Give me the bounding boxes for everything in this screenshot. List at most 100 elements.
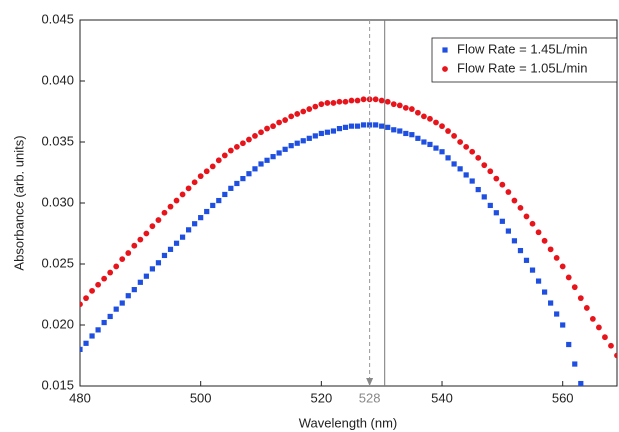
point <box>197 173 204 180</box>
point <box>288 113 295 120</box>
point <box>439 149 445 155</box>
point <box>517 247 524 254</box>
point <box>101 319 107 326</box>
point <box>83 340 89 346</box>
point <box>143 230 150 237</box>
point <box>445 155 451 161</box>
point <box>469 178 475 184</box>
point <box>457 166 463 172</box>
point <box>258 161 264 167</box>
point <box>487 168 494 175</box>
point <box>89 287 95 294</box>
point <box>487 202 493 209</box>
point <box>282 117 289 123</box>
point <box>505 189 512 195</box>
point <box>385 124 391 130</box>
point <box>186 227 192 233</box>
x-tick-label: 540 <box>431 390 453 405</box>
point <box>252 166 258 172</box>
point <box>149 266 156 272</box>
point <box>529 220 536 227</box>
point <box>403 130 409 137</box>
point <box>360 96 367 103</box>
point <box>566 341 572 348</box>
point <box>414 109 421 116</box>
point <box>119 300 125 306</box>
legend-box <box>431 37 618 83</box>
point <box>330 100 337 106</box>
y-tick-label: 0.035 <box>41 133 74 148</box>
point <box>378 97 385 104</box>
point <box>300 108 307 115</box>
point <box>505 228 511 234</box>
legend-label: Flow Rate = 1.45L/min <box>457 41 587 56</box>
point <box>246 171 252 177</box>
x-tick-label: 520 <box>310 390 332 405</box>
point <box>125 293 131 299</box>
point <box>427 141 433 148</box>
point <box>137 236 144 243</box>
point <box>523 257 530 263</box>
reference-arrow <box>366 378 374 386</box>
point <box>89 333 95 339</box>
point <box>402 104 409 111</box>
point <box>433 119 439 126</box>
point <box>221 152 228 159</box>
point <box>408 106 415 112</box>
point <box>421 139 427 145</box>
point <box>577 295 584 302</box>
point <box>451 161 457 167</box>
point <box>209 163 216 170</box>
point <box>390 101 397 108</box>
point <box>439 123 445 130</box>
point <box>560 322 566 328</box>
reference-label: 528 <box>359 390 381 405</box>
point <box>83 295 89 302</box>
y-tick-label: 0.015 <box>41 377 74 392</box>
point <box>324 129 330 135</box>
point <box>608 342 614 349</box>
point <box>571 284 578 291</box>
point <box>240 176 246 182</box>
point <box>318 101 325 108</box>
point <box>210 202 216 209</box>
point <box>107 269 114 276</box>
point <box>379 123 385 129</box>
point <box>572 361 578 367</box>
point <box>342 98 349 105</box>
point <box>222 191 228 198</box>
point <box>384 98 391 105</box>
point <box>372 96 379 103</box>
point <box>155 260 162 266</box>
point <box>348 97 355 104</box>
point <box>481 162 488 169</box>
point <box>354 97 361 104</box>
point <box>233 143 240 150</box>
point <box>442 47 448 53</box>
point <box>354 123 361 129</box>
y-tick-label: 0.030 <box>41 194 74 209</box>
point <box>499 181 506 188</box>
point <box>119 256 126 263</box>
point <box>137 279 143 285</box>
point <box>80 346 83 352</box>
point <box>113 263 120 270</box>
point <box>173 240 180 246</box>
point <box>547 246 554 253</box>
point <box>469 148 476 155</box>
point <box>161 252 168 259</box>
point <box>198 215 204 221</box>
point <box>457 139 464 145</box>
x-axis-title: Wavelength (nm) <box>299 415 398 430</box>
point <box>252 133 258 139</box>
point <box>179 234 186 240</box>
point <box>565 274 572 281</box>
point <box>511 238 518 244</box>
y-tick-label: 0.020 <box>41 316 74 331</box>
point <box>541 289 548 295</box>
point <box>475 186 481 193</box>
point <box>336 98 343 105</box>
marks <box>80 96 617 386</box>
point <box>559 263 566 270</box>
point <box>113 306 119 312</box>
